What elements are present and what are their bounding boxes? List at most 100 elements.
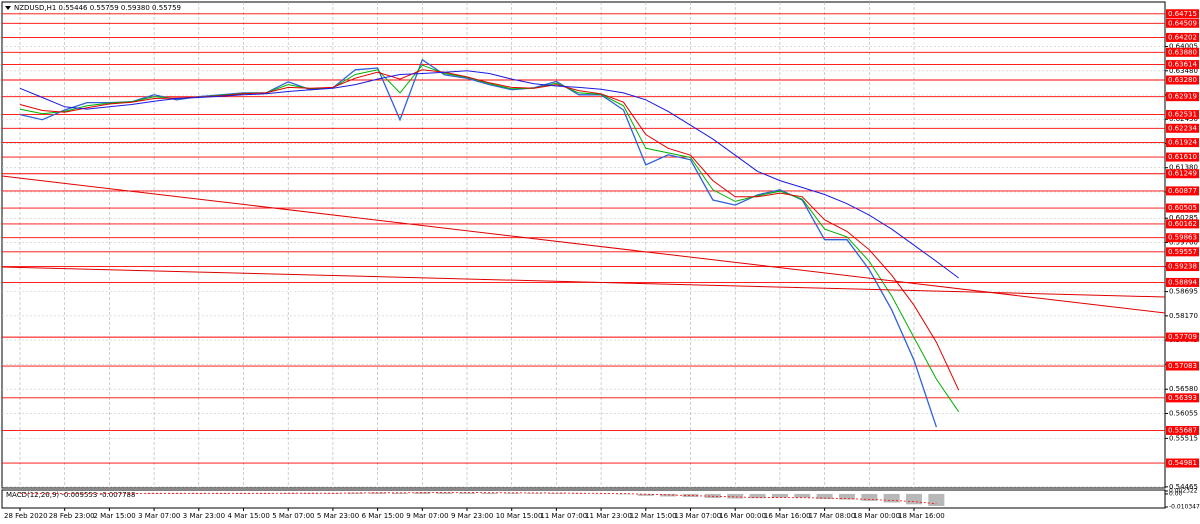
level-label-box — [1166, 110, 1199, 120]
level-label-box — [1166, 186, 1199, 196]
level-label-box — [1166, 277, 1199, 287]
y-tick-label: 0.58695 — [1169, 288, 1198, 296]
level-label: 0.54981 — [1168, 459, 1197, 467]
histogram-bar — [459, 492, 475, 494]
x-tick-label: 28 Feb 2020 — [4, 512, 48, 520]
level-label-box — [1166, 219, 1199, 229]
x-tick-label: 9 Mar 07:00 — [406, 512, 448, 520]
level-label: 0.59557 — [1168, 248, 1197, 256]
x-tick-label: 4 Mar 15:00 — [228, 512, 270, 520]
histogram-bar — [414, 492, 431, 494]
histogram-bar — [906, 493, 922, 505]
level-label: 0.63614 — [1168, 61, 1197, 69]
level-label: 0.56393 — [1168, 394, 1197, 402]
histogram-bar — [347, 492, 364, 494]
level-label-box — [1166, 393, 1199, 403]
y-tick-label: 0.60285 — [1169, 214, 1198, 222]
x-tick-label: 17 Mar 08:00 — [809, 512, 856, 520]
histogram-bar — [481, 492, 498, 494]
y-tick-label: 0.54465 — [1169, 483, 1198, 491]
level-label-box — [1166, 247, 1199, 257]
level-label: 0.61924 — [1168, 139, 1197, 147]
histogram-bar — [928, 493, 945, 506]
level-label: 0.60877 — [1168, 187, 1197, 195]
moving-average — [19, 70, 959, 279]
x-tick-label: 3 Mar 23:00 — [183, 512, 225, 520]
histogram-bar — [503, 493, 520, 494]
level-label-box — [1166, 18, 1199, 28]
y-tick-label: 0.56580 — [1169, 385, 1198, 393]
y-tick-label: 0.62430 — [1169, 115, 1198, 123]
level-label: 0.62919 — [1168, 93, 1197, 101]
level-label: 0.55687 — [1168, 426, 1197, 434]
level-label: 0.59863 — [1168, 234, 1197, 242]
y-tick-label: -0.010347 — [1169, 504, 1200, 511]
level-label-box — [1166, 458, 1199, 468]
level-label-box — [1166, 361, 1199, 371]
y-tick-label: 0.59760 — [1169, 238, 1198, 246]
level-label-box — [1166, 60, 1199, 70]
x-tick-label: 5 Mar 07:00 — [272, 512, 314, 520]
histogram-bar — [570, 493, 587, 494]
level-label: 0.60162 — [1168, 220, 1197, 228]
histogram-bar — [548, 493, 565, 494]
histogram-bar — [302, 493, 319, 494]
level-label: 0.62234 — [1168, 124, 1197, 132]
level-label-box — [1166, 75, 1199, 85]
x-tick-label: 6 Mar 15:00 — [362, 512, 404, 520]
histogram-bar — [235, 493, 252, 494]
histogram-bar — [682, 493, 699, 497]
y-tick-label: 0.55515 — [1169, 434, 1198, 442]
macd-title: MACD(12,26,9) -0.009553 -0.007788 — [6, 491, 135, 499]
histogram-bar — [861, 493, 878, 501]
level-label: 0.57083 — [1168, 362, 1197, 370]
histogram-bar — [436, 492, 453, 494]
collapse-icon — [5, 6, 11, 10]
histogram-bar — [637, 493, 654, 496]
y-tick-label: 0.58170 — [1169, 312, 1198, 320]
y-tick-label: 0.64005 — [1169, 43, 1198, 51]
level-label: 0.64202 — [1168, 33, 1197, 41]
level-label-box — [1166, 203, 1199, 213]
histogram-bar — [816, 493, 833, 499]
y-tick-label: 0.56055 — [1169, 409, 1198, 417]
x-tick-label: 9 Mar 23:00 — [451, 512, 493, 520]
histogram-bar — [123, 493, 140, 494]
level-label-box — [1166, 262, 1199, 272]
level-label: 0.63280 — [1168, 76, 1197, 84]
x-tick-label: 5 Mar 23:00 — [317, 512, 359, 520]
x-tick-label: 2 Mar 15:00 — [93, 512, 135, 520]
y-tick-label: 0.61380 — [1169, 164, 1198, 172]
level-label-box — [1166, 32, 1199, 42]
histogram-bar — [79, 493, 96, 494]
level-label-box — [1166, 332, 1199, 342]
x-tick-label: 12 Mar 15:00 — [630, 512, 677, 520]
x-tick-label: 16 Mar 16:00 — [764, 512, 811, 520]
histogram-bar — [749, 493, 766, 499]
histogram-bar — [615, 493, 632, 495]
histogram-bar — [593, 493, 610, 495]
level-label: 0.57709 — [1168, 333, 1197, 341]
y-tick-label: 0.00 — [1169, 490, 1183, 497]
histogram-bar — [34, 493, 51, 495]
level-label: 0.63880 — [1168, 48, 1197, 56]
chart-title: NZDUSD,H1 0.55446 0.55759 0.59380 0.5575… — [14, 4, 181, 12]
signal-line — [20, 492, 937, 505]
level-label: 0.62531 — [1168, 111, 1197, 119]
histogram-bar — [526, 493, 543, 494]
histogram-bar — [190, 493, 207, 494]
x-tick-label: 13 Mar 07:00 — [675, 512, 722, 520]
level-label-box — [1166, 425, 1199, 435]
histogram-bar — [391, 492, 408, 494]
level-label: 0.58894 — [1168, 278, 1197, 286]
level-label-box — [1166, 169, 1199, 179]
level-label: 0.64509 — [1168, 19, 1197, 27]
x-tick-label: 3 Mar 07:00 — [138, 512, 180, 520]
x-tick-label: 18 Mar 16:00 — [898, 512, 945, 520]
level-label-box — [1166, 92, 1199, 102]
level-label: 0.61249 — [1168, 170, 1197, 178]
level-label-box — [1166, 47, 1199, 57]
level-label-box — [1166, 138, 1199, 148]
